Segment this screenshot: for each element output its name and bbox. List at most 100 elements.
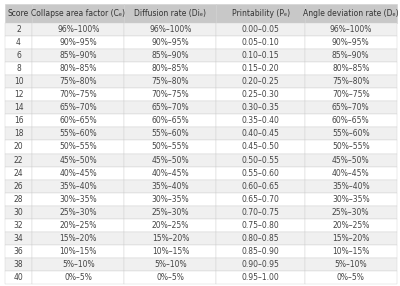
Bar [124,76,216,88]
Text: 45%–50%: 45%–50% [332,156,370,164]
Text: 16: 16 [14,116,23,126]
Text: 90%–95%: 90%–95% [152,38,189,47]
Bar [305,206,397,219]
Bar [5,114,32,128]
Bar [32,154,124,166]
Text: 15%–20%: 15%–20% [152,234,189,243]
Bar [216,76,305,88]
Text: 85%–90%: 85%–90% [332,51,370,60]
Text: 0.90–0.95: 0.90–0.95 [242,260,280,269]
Bar [216,23,305,36]
Bar [5,166,32,180]
Bar [216,245,305,258]
Bar [216,166,305,180]
Bar [216,128,305,140]
Text: 0.75–0.80: 0.75–0.80 [242,221,280,230]
Bar [124,258,216,271]
Bar [124,88,216,102]
Bar [216,180,305,192]
Text: 45%–50%: 45%–50% [60,156,97,164]
Bar [216,36,305,49]
Text: 96%–100%: 96%–100% [330,25,372,34]
Text: 65%–70%: 65%–70% [332,104,370,112]
Text: 90%–95%: 90%–95% [332,38,370,47]
Text: 28: 28 [14,194,23,204]
Text: 38: 38 [14,260,23,269]
Text: 60%–65%: 60%–65% [60,116,97,126]
Bar [5,102,32,114]
Bar [216,206,305,219]
Bar [5,76,32,88]
Text: 0.30–0.35: 0.30–0.35 [242,104,280,112]
Text: 15%–20%: 15%–20% [60,234,97,243]
Text: 35%–40%: 35%–40% [60,182,97,190]
Bar [216,62,305,76]
Text: 8: 8 [16,64,21,74]
Text: 0.80–0.85: 0.80–0.85 [242,234,279,243]
Text: 70%–75%: 70%–75% [60,90,97,100]
Bar [305,219,397,232]
Text: Collapse area factor (Cₑ): Collapse area factor (Cₑ) [31,9,125,18]
Text: 0.40–0.45: 0.40–0.45 [242,130,280,138]
Bar [216,102,305,114]
Bar [32,49,124,62]
Text: 10%–15%: 10%–15% [60,247,97,256]
Bar [5,4,32,23]
Text: 35%–40%: 35%–40% [152,182,189,190]
Bar [32,102,124,114]
Text: 0.10–0.15: 0.10–0.15 [242,51,279,60]
Bar [32,180,124,192]
Bar [124,140,216,154]
Bar [5,36,32,49]
Text: 60%–65%: 60%–65% [332,116,370,126]
Bar [305,140,397,154]
Text: 40: 40 [14,273,23,282]
Bar [305,258,397,271]
Text: 0.20–0.25: 0.20–0.25 [242,78,279,86]
Bar [305,166,397,180]
Bar [305,102,397,114]
Bar [124,192,216,206]
Text: 0.85–0.90: 0.85–0.90 [242,247,280,256]
Text: 0%–5%: 0%–5% [337,273,365,282]
Text: 0.00–0.05: 0.00–0.05 [242,25,280,34]
Bar [305,114,397,128]
Bar [5,154,32,166]
Bar [216,271,305,284]
Bar [32,62,124,76]
Text: 80%–85%: 80%–85% [60,64,97,74]
Text: 25%–30%: 25%–30% [332,208,370,217]
Bar [32,271,124,284]
Text: 0%–5%: 0%–5% [64,273,92,282]
Text: 45%–50%: 45%–50% [152,156,189,164]
Bar [124,166,216,180]
Bar [216,258,305,271]
Text: 2: 2 [16,25,21,34]
Text: Printability (Pₑ): Printability (Pₑ) [232,9,290,18]
Bar [216,114,305,128]
Text: 0.60–0.65: 0.60–0.65 [242,182,280,190]
Bar [32,192,124,206]
Text: 50%–55%: 50%–55% [60,142,97,152]
Bar [32,114,124,128]
Bar [305,245,397,258]
Bar [305,76,397,88]
Bar [124,232,216,245]
Text: 80%–85%: 80%–85% [152,64,189,74]
Text: 50%–55%: 50%–55% [152,142,189,152]
Text: 0.35–0.40: 0.35–0.40 [242,116,280,126]
Text: 5%–10%: 5%–10% [334,260,367,269]
Text: 75%–80%: 75%–80% [332,78,370,86]
Text: 15%–20%: 15%–20% [332,234,370,243]
Text: 5%–10%: 5%–10% [62,260,95,269]
Text: 6: 6 [16,51,21,60]
Bar [5,62,32,76]
Bar [216,232,305,245]
Bar [124,23,216,36]
Bar [124,128,216,140]
Text: 26: 26 [14,182,23,190]
Bar [5,245,32,258]
Text: 65%–70%: 65%–70% [60,104,97,112]
Bar [216,219,305,232]
Text: 40%–45%: 40%–45% [332,168,370,178]
